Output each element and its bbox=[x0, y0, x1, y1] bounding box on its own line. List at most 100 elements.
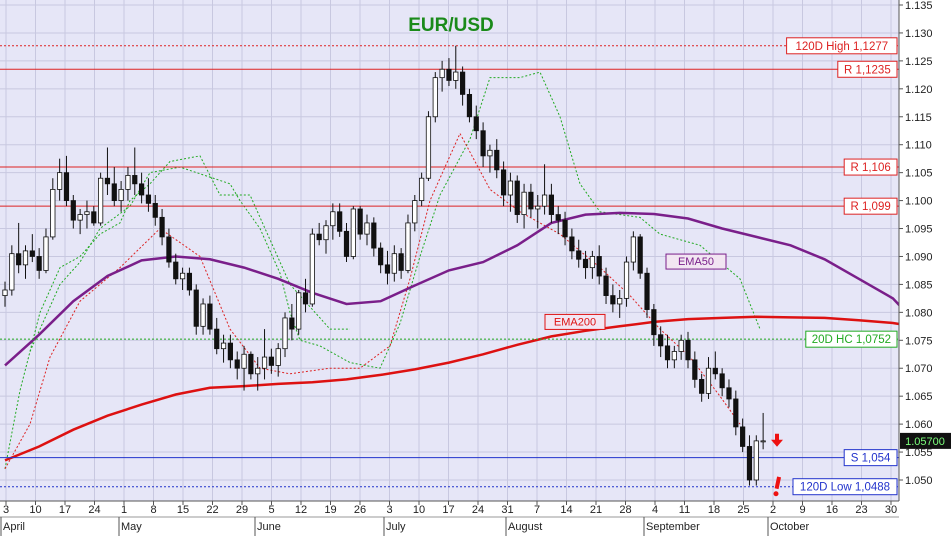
candle bbox=[651, 303, 657, 346]
x-tick-label: 1 bbox=[121, 504, 127, 516]
x-tick-label: 23 bbox=[855, 504, 867, 516]
candle bbox=[480, 122, 486, 168]
y-tick-label: 1.060 bbox=[905, 419, 933, 431]
candle bbox=[316, 222, 322, 246]
candle bbox=[514, 175, 520, 223]
series-label-box bbox=[665, 253, 727, 270]
candle bbox=[70, 195, 76, 229]
candle bbox=[391, 245, 397, 282]
candle bbox=[227, 334, 233, 369]
envelope-upper bbox=[29, 71, 761, 369]
candle bbox=[603, 267, 609, 304]
candle bbox=[446, 58, 452, 87]
candle bbox=[378, 242, 384, 274]
candle bbox=[261, 329, 268, 380]
candle bbox=[726, 379, 732, 408]
series-line-ema200 bbox=[4, 315, 921, 462]
candle bbox=[152, 195, 158, 226]
month-label: August bbox=[508, 521, 542, 533]
candle bbox=[576, 239, 582, 268]
x-tick-label: 8 bbox=[150, 504, 156, 516]
candle bbox=[77, 208, 83, 235]
candle bbox=[241, 345, 247, 391]
y-tick-label: 1.125 bbox=[905, 56, 933, 68]
level-label: 120D Low 1,0488 bbox=[800, 482, 890, 494]
candle bbox=[289, 303, 295, 341]
warning-icon-dot bbox=[773, 491, 779, 497]
candle bbox=[193, 284, 199, 335]
candle bbox=[678, 334, 684, 360]
candle bbox=[173, 253, 179, 285]
month-label: April bbox=[3, 521, 25, 533]
level-label-box bbox=[843, 158, 898, 176]
x-tick-label: 3 bbox=[3, 504, 9, 516]
x-tick-label: 17 bbox=[442, 504, 454, 516]
candle bbox=[541, 164, 548, 215]
y-tick-label: 1.110 bbox=[905, 140, 932, 152]
candle bbox=[521, 183, 527, 229]
level-label: R 1,106 bbox=[850, 162, 890, 174]
candle bbox=[453, 45, 459, 89]
candle bbox=[507, 172, 514, 212]
current-price-tag bbox=[900, 432, 951, 449]
candle bbox=[179, 267, 186, 290]
candle bbox=[343, 222, 350, 263]
candle bbox=[350, 206, 356, 260]
x-tick-label: 24 bbox=[472, 504, 484, 516]
y-tick-label: 1.080 bbox=[905, 307, 933, 319]
x-tick-label: 15 bbox=[177, 504, 189, 516]
candle bbox=[29, 234, 35, 263]
candle bbox=[57, 158, 63, 201]
level-label-box bbox=[786, 37, 898, 55]
x-tick-label: 7 bbox=[534, 504, 540, 516]
candle bbox=[535, 195, 541, 229]
candle bbox=[733, 390, 739, 436]
x-tick-label: 31 bbox=[501, 504, 513, 516]
candle bbox=[91, 206, 97, 226]
candle bbox=[405, 214, 411, 274]
x-tick-label: 29 bbox=[236, 504, 248, 516]
candle bbox=[500, 161, 507, 207]
candle bbox=[125, 167, 131, 201]
y-tick-label: 1.095 bbox=[905, 224, 933, 236]
y-tick-label: 1.070 bbox=[905, 363, 933, 375]
level-label-box bbox=[837, 60, 898, 78]
y-tick-label: 1.130 bbox=[905, 28, 933, 40]
candle bbox=[712, 351, 718, 380]
candle bbox=[186, 267, 193, 296]
candle bbox=[569, 228, 575, 260]
envelope-lower bbox=[4, 132, 741, 470]
x-tick-label: 10 bbox=[413, 504, 425, 516]
y-tick-label: 1.105 bbox=[905, 168, 933, 180]
month-label: July bbox=[386, 521, 406, 533]
x-tick-label: 12 bbox=[295, 504, 307, 516]
level-label: 20D HC 1,0752 bbox=[812, 334, 891, 346]
down-arrow-icon bbox=[771, 433, 783, 447]
candle bbox=[487, 144, 493, 173]
candle bbox=[302, 278, 309, 313]
candle bbox=[623, 256, 630, 307]
level-label: R 1,1235 bbox=[844, 64, 891, 76]
x-tick-label: 25 bbox=[737, 504, 749, 516]
warning-icon bbox=[774, 476, 782, 490]
candle bbox=[371, 217, 377, 257]
candle bbox=[207, 295, 213, 335]
current-price-label: 1.05700 bbox=[905, 436, 945, 448]
candle bbox=[111, 167, 117, 207]
candle bbox=[555, 206, 561, 235]
candle bbox=[214, 317, 220, 355]
candle bbox=[740, 418, 746, 453]
candle bbox=[296, 290, 302, 335]
month-label: May bbox=[121, 521, 142, 533]
candle bbox=[753, 435, 759, 486]
candle bbox=[460, 66, 466, 106]
candle bbox=[664, 334, 671, 369]
candle bbox=[255, 357, 261, 391]
y-tick-label: 1.120 bbox=[905, 84, 933, 96]
x-tick-label: 19 bbox=[324, 504, 336, 516]
candle bbox=[16, 222, 22, 274]
envelope-guide bbox=[4, 155, 350, 469]
level-label: 120D High 1,1277 bbox=[795, 41, 888, 53]
